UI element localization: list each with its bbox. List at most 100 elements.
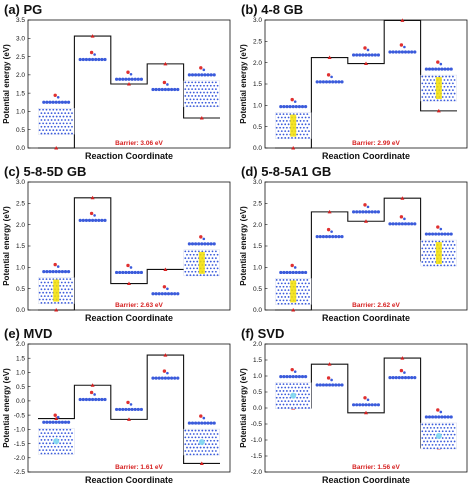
molecule-structure [279,263,308,275]
y-tick-label: 3.0 [16,35,25,42]
chart-svg: (e) MVD -2.5 -2.0 -1.5 -1.0 -0.5 0.0 0.5 1.0 1.5 2… [2,326,231,485]
y-tick-label: 2.0 [253,341,262,348]
y-tick-label: 3.5 [16,17,25,24]
chart-svg: (a) PG 0.0 0.5 1.0 1.5 2.0 2.5 3.0 3.5 Potential … [2,2,231,161]
x-axis-label: Reaction Coordinate [322,475,410,485]
state-marker [163,353,168,357]
state-marker [364,61,368,66]
state-marker [327,209,332,214]
chart-svg: (b) 4-8 GB 0.0 0.5 1.0 1.5 2.0 2.5 3.0 Potential… [239,2,468,161]
y-tick-label: 0.5 [16,127,25,134]
y-tick-label: 0.5 [16,384,25,391]
molecule-structure [42,262,71,274]
barrier-annotation: Barrier: 2.99 eV [352,140,400,147]
state-marker [364,219,368,223]
state-marker [54,416,59,421]
molecule-structure [187,414,216,425]
y-tick-label: -2.5 [14,469,26,476]
y-tick-label: 2.5 [253,201,262,208]
y-tick-label: 1.5 [253,243,262,250]
lattice-inset [275,382,312,409]
plot-frame [27,19,231,149]
chart-panel-5: (e) MVD -2.5 -2.0 -1.5 -1.0 -0.5 0.0 0.5 1.0 1.5 2… [0,324,237,486]
molecule-structure [315,376,344,387]
lattice-inset [38,277,75,304]
state-marker [199,116,204,120]
y-tick-label: 0.5 [253,124,262,131]
lattice-inset [183,80,221,108]
y-tick-label: -1.5 [14,441,26,448]
y-tick-label: 0.0 [16,398,25,405]
y-tick-label: -0.5 [251,421,263,428]
molecule-structure [115,70,143,81]
lattice-inset [183,428,221,456]
lattice-inset [275,112,312,139]
y-tick-label: 1.0 [16,370,25,377]
chart-panel-1: (a) PG 0.0 0.5 1.0 1.5 2.0 2.5 3.0 3.5 Potential … [0,0,237,162]
y-tick-label: 2.0 [16,72,25,79]
y-tick-label: 2.0 [253,60,262,67]
y-axis-label: Potential energy (eV) [2,368,11,448]
state-marker [199,461,204,465]
x-axis-label: Reaction Coordinate [85,151,173,161]
state-marker [127,82,131,86]
lattice-inset [183,249,221,277]
y-tick-label: -2.0 [14,455,26,462]
y-axis-label: Potential energy (eV) [239,206,248,286]
y-tick-label: 1.5 [16,355,25,362]
molecule-structure [151,285,180,296]
x-axis-label: Reaction Coordinate [322,151,410,161]
molecule-structure [187,235,216,246]
state-marker [291,308,296,312]
y-tick-label: 0.0 [253,145,262,152]
chart-svg: (f) SVD -2.0 -1.5 -1.0 -0.5 0.0 0.5 1.0 1.5 2.0 Po… [239,326,468,485]
lattice-inset [275,278,312,305]
y-tick-label: -1.5 [251,453,263,460]
molecule-structure [115,263,143,275]
y-tick-label: 1.5 [253,81,262,88]
chart-title: (f) SVD [241,326,284,341]
state-marker [90,34,95,38]
state-marker [90,195,95,200]
molecule-structure [115,400,143,412]
y-tick-label: -2.0 [251,469,263,476]
molecule-structure [352,46,380,57]
lattice-inset [420,74,458,102]
lattice-inset [420,422,458,450]
x-axis-label: Reaction Coordinate [85,475,173,485]
state-marker [54,308,59,312]
y-tick-label: 1.0 [253,373,262,380]
y-tick-label: 0.5 [16,286,25,293]
y-tick-label: 1.0 [16,109,25,116]
y-tick-label: 0.0 [16,307,25,314]
state-marker [400,18,405,22]
y-tick-label: 2.5 [253,39,262,46]
molecule-structure [352,396,380,407]
molecule-structure [388,43,417,54]
molecule-structure [78,390,107,402]
chart-svg: (d) 5-8-5A1 GB 0.0 0.5 1.0 1.5 2.0 2.5 3.0 Poten… [239,164,468,323]
y-tick-label: 0.0 [16,145,25,152]
molecule-structure [279,97,308,109]
state-marker [90,383,95,387]
chart-panel-4: (d) 5-8-5A1 GB 0.0 0.5 1.0 1.5 2.0 2.5 3.0 Poten… [237,162,474,324]
molecule-structure [388,215,417,226]
barrier-annotation: Barrier: 1.56 eV [352,464,400,471]
molecule-structure [42,93,71,104]
state-marker [364,410,368,415]
molecule-structure [78,211,107,222]
chart-panel-2: (b) 4-8 GB 0.0 0.5 1.0 1.5 2.0 2.5 3.0 Potential… [237,0,474,162]
lattice-inset [38,108,75,135]
state-marker [163,61,168,66]
chart-title: (b) 4-8 GB [241,2,303,17]
molecule-structure [352,203,380,214]
state-marker [400,356,405,360]
y-axis-label: Potential energy (eV) [239,44,248,124]
y-tick-label: 2.5 [16,54,25,61]
state-marker [291,146,296,150]
state-marker [127,281,131,286]
molecule-structure [424,60,453,71]
y-tick-label: 1.0 [16,265,25,272]
y-axis-label: Potential energy (eV) [239,368,248,448]
